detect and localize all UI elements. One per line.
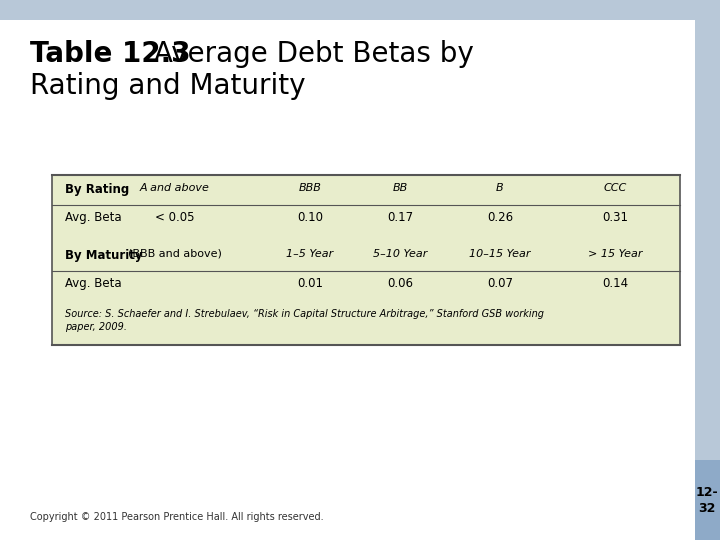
FancyBboxPatch shape bbox=[52, 175, 680, 345]
Text: By Maturity: By Maturity bbox=[65, 249, 143, 262]
Text: Average Debt Betas by: Average Debt Betas by bbox=[145, 40, 474, 68]
FancyBboxPatch shape bbox=[0, 0, 720, 20]
Text: Avg. Beta: Avg. Beta bbox=[65, 277, 122, 290]
Text: 0.31: 0.31 bbox=[602, 211, 628, 224]
FancyBboxPatch shape bbox=[695, 20, 720, 540]
Text: CCC: CCC bbox=[603, 183, 626, 193]
Text: 1–5 Year: 1–5 Year bbox=[287, 249, 333, 259]
Text: < 0.05: < 0.05 bbox=[156, 211, 194, 224]
Text: By Rating: By Rating bbox=[65, 183, 130, 196]
Text: Rating and Maturity: Rating and Maturity bbox=[30, 72, 305, 100]
Text: BBB: BBB bbox=[299, 183, 321, 193]
Text: 0.17: 0.17 bbox=[387, 211, 413, 224]
Text: 0.07: 0.07 bbox=[487, 277, 513, 290]
Text: A and above: A and above bbox=[140, 183, 210, 193]
Text: Copyright © 2011 Pearson Prentice Hall. All rights reserved.: Copyright © 2011 Pearson Prentice Hall. … bbox=[30, 512, 323, 522]
Text: Source: S. Schaefer and I. Strebulaev, “Risk in Capital Structure Arbitrage,” St: Source: S. Schaefer and I. Strebulaev, “… bbox=[65, 309, 544, 332]
Text: BB: BB bbox=[392, 183, 408, 193]
Text: (BBB and above): (BBB and above) bbox=[128, 249, 222, 259]
Text: B: B bbox=[496, 183, 504, 193]
Text: 5–10 Year: 5–10 Year bbox=[373, 249, 427, 259]
Text: 0.06: 0.06 bbox=[387, 277, 413, 290]
FancyBboxPatch shape bbox=[695, 460, 720, 540]
Text: 10–15 Year: 10–15 Year bbox=[469, 249, 531, 259]
Text: 0.01: 0.01 bbox=[297, 277, 323, 290]
Text: Table 12.3: Table 12.3 bbox=[30, 40, 191, 68]
Text: 12-
32: 12- 32 bbox=[696, 485, 719, 515]
Text: 0.26: 0.26 bbox=[487, 211, 513, 224]
Text: Avg. Beta: Avg. Beta bbox=[65, 211, 122, 224]
Text: 0.14: 0.14 bbox=[602, 277, 628, 290]
Text: > 15 Year: > 15 Year bbox=[588, 249, 642, 259]
Text: 0.10: 0.10 bbox=[297, 211, 323, 224]
